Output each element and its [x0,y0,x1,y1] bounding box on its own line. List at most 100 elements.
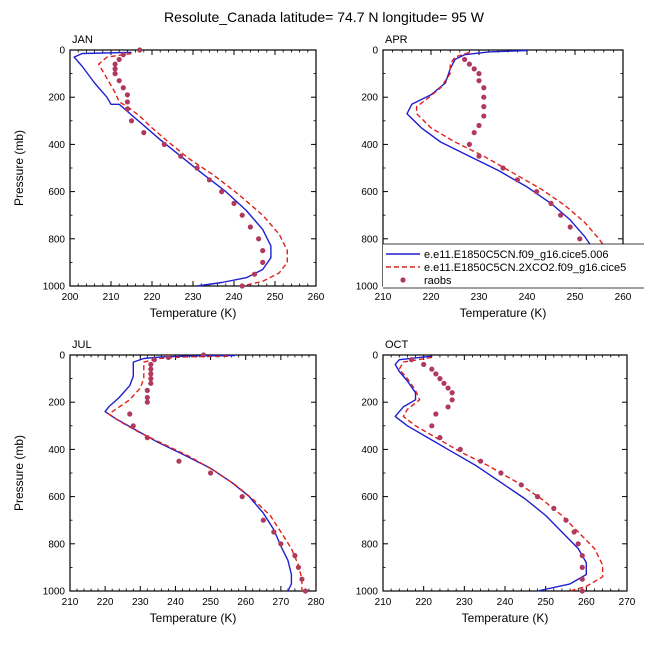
raobs-point [206,177,212,183]
raobs-point [449,397,455,403]
raobs-point [579,576,585,582]
y-axis-label: Pressure (mb) [12,130,26,206]
raobs-point [144,399,150,405]
raobs-point [429,366,435,372]
x-tick-label: 250 [267,292,284,303]
raobs-point [466,61,472,67]
legend-label: e.e11.E1850C5CN.2XCO2.f09_g16.cice5 [424,262,626,274]
x-axis-label: Temperature (K) [462,611,549,625]
y-tick-label: 600 [48,492,65,503]
raobs-point [120,85,126,91]
x-tick-label: 220 [415,597,432,608]
raobs-point [457,446,463,452]
y-tick-label: 600 [48,187,65,198]
legend-label: e.e11.E1850C5CN.f09_g16.cice5.006 [424,249,609,261]
raobs-point [239,212,245,218]
raobs-point [476,71,482,77]
raobs-point [433,371,439,377]
x-tick-label: 220 [144,292,161,303]
x-tick-label: 210 [62,597,79,608]
x-tick-label: 260 [308,292,325,303]
y-tick-label: 200 [48,398,65,409]
panels: JAN 200 210 220 230 240 250 260 0 200 400 600 800 100… [12,34,636,625]
raobs-point [144,387,150,393]
raobs-point [124,106,130,112]
x-tick-label: 250 [202,597,219,608]
raobs-point [481,85,487,91]
plot-frame [69,354,317,592]
panel-jan: JAN 200 210 220 230 240 250 260 0 200 400 600 800 100… [12,34,325,320]
x-tick-label: 230 [185,292,202,303]
raobs-point [137,47,143,53]
raobs-point [148,380,154,386]
x-axis-label: Temperature (K) [150,306,237,320]
raobs-point [178,153,184,159]
y-tick-label: 400 [361,140,378,151]
raobs-point [247,224,253,230]
plot-frame [69,49,317,287]
raobs-point [128,118,135,124]
x-tick-label: 230 [456,597,473,608]
y-tick-label: 1000 [43,282,66,293]
raobs-point [575,541,581,547]
raobs-point [260,259,266,265]
model-2xco2-line [415,51,610,287]
y-tick-label: 1000 [43,587,66,598]
y-tick-label: 1000 [356,587,379,598]
raobs-point [239,283,245,289]
panel-jul: JUL 210 220 230 240 250 260 270 280 0 200 400 600 800… [12,339,325,625]
raobs-point [292,553,298,559]
raobs-point [449,390,455,396]
raobs-point [445,404,451,410]
y-tick-label: 400 [48,140,65,151]
raobs-point [481,104,487,110]
legend-marker [400,277,406,283]
legend-entry: raobs [400,275,452,287]
raobs-point [514,177,521,183]
raobs-point [429,423,435,429]
panel-label: JAN [72,34,93,46]
model-control-line [73,51,272,287]
raobs-point [124,92,130,98]
raobs-point [231,200,237,206]
panel-label: OCT [385,339,409,351]
raobs-point [278,541,284,547]
x-tick-label: 270 [273,597,290,608]
x-tick-label: 270 [619,597,636,608]
y-tick-label: 200 [361,93,378,104]
raobs-point [476,153,482,159]
raobs-point [421,361,427,368]
raobs-point [271,529,277,535]
raobs-point [558,212,564,218]
raobs-point [437,435,443,441]
y-tick-label: 0 [372,351,378,362]
x-tick-label: 210 [103,292,120,303]
y-tick-label: 200 [48,93,65,104]
y-tick-label: 400 [48,445,65,456]
x-tick-label: 240 [167,597,184,608]
raobs-point [577,236,583,242]
raobs-point [579,588,585,594]
raobs-point [151,357,157,363]
raobs-point [112,71,118,77]
raobs-point [534,494,541,500]
x-axis-label: Temperature (K) [150,611,237,625]
raobs-point [116,78,122,84]
model-2xco2-line [98,52,288,287]
raobs-point [124,99,130,105]
raobs-point [144,394,150,401]
raobs-point [299,576,305,582]
x-tick-label: 210 [375,292,392,303]
x-tick-label: 220 [97,597,114,608]
raobs-point [571,529,577,535]
legend-entry: e.e11.E1850C5CN.2XCO2.f09_g16.cice5 [386,262,626,274]
y-tick-label: 200 [361,398,378,409]
raobs-point [148,371,154,377]
raobs-point [408,357,415,363]
model-control-line [394,355,587,592]
raobs-point [239,494,245,500]
x-tick-label: 240 [497,597,514,608]
y-tick-label: 0 [59,46,65,57]
raobs-point [462,56,468,63]
legend-entry: e.e11.E1850C5CN.f09_g16.cice5.006 [386,249,609,261]
